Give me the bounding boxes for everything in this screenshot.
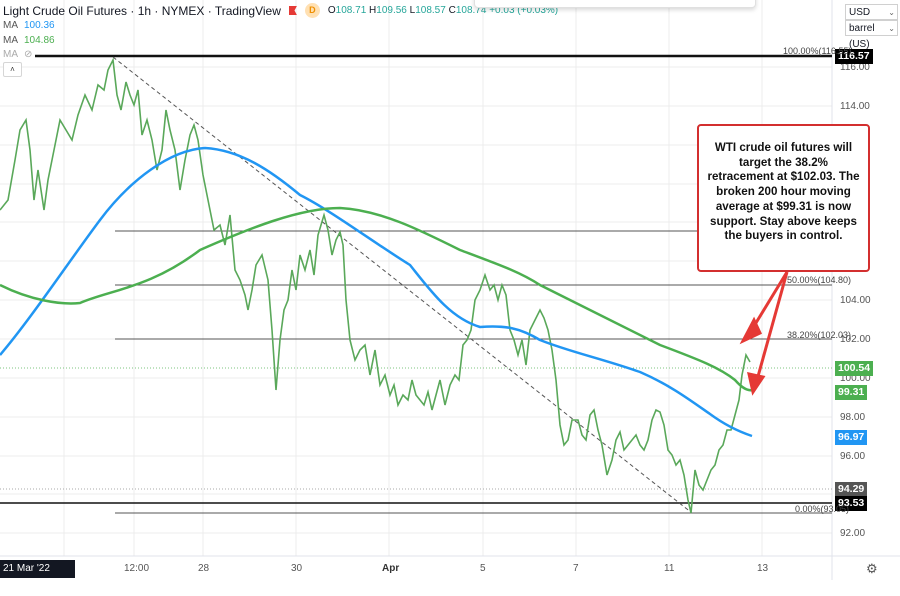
fib-label-50: 50.00%(104.80) <box>787 275 852 285</box>
fibonacci-levels[interactable] <box>0 54 832 514</box>
ma-200-line[interactable] <box>0 206 753 392</box>
price-tag-ma-200: 99.31 <box>835 385 868 400</box>
unit-select[interactable]: barrel (US) ⌄ <box>845 20 898 50</box>
price-tag-high: 116.57 <box>835 49 873 64</box>
grid-lines <box>0 0 832 556</box>
eye-crossed-icon[interactable]: ⊘ <box>24 49 33 60</box>
annotation-arrows <box>739 271 789 396</box>
price-label: 96.00 <box>840 451 866 462</box>
currency-select[interactable]: USD ⌄ <box>845 4 898 20</box>
time-cursor-label: 21 Mar '22 14:00 <box>0 560 75 592</box>
price-label: 92.00 <box>840 528 866 539</box>
gear-icon[interactable]: ⚙ <box>866 561 878 576</box>
trendline[interactable] <box>112 56 693 514</box>
fib-label-100: 100.00%(116.55) <box>783 46 852 56</box>
price-label: 104.00 <box>840 295 871 306</box>
price-chart[interactable] <box>0 0 900 580</box>
price-label: 114.00 <box>840 101 870 112</box>
candlesticks <box>0 57 751 514</box>
price-tag-ma-100: 96.97 <box>835 430 868 445</box>
price-label: 98.00 <box>840 412 866 423</box>
indicator-ma-200[interactable]: MA 104.86 <box>3 35 55 46</box>
collapse-legend-button[interactable]: ˄ <box>3 62 22 77</box>
price-label: 102.00 <box>840 334 871 345</box>
indicator-ma-100[interactable]: MA 100.36 <box>3 20 55 31</box>
symbol-title[interactable]: Light Crude Oil Futures · 1h · NYMEX · T… <box>3 3 281 18</box>
annotation-callout[interactable]: WTI crude oil futures will target the 38… <box>697 124 870 272</box>
time-label: 12:00 <box>124 563 150 574</box>
indicator-ma-hidden[interactable]: MA ⊘ <box>3 49 33 60</box>
price-tag-level: 94.29 <box>835 482 868 497</box>
price-label: 100.00 <box>840 373 871 384</box>
floating-toolbar-popup[interactable] <box>474 0 756 8</box>
chevron-up-icon: ˄ <box>10 65 15 74</box>
fib-label-38: 38.20%(102.03) <box>787 330 852 340</box>
time-label: Apr <box>382 563 400 574</box>
time-label: 13 <box>757 563 769 574</box>
ma-100-line[interactable] <box>0 146 753 438</box>
price-label: 116.00 <box>840 62 870 73</box>
fib-label-0: 0.00%(93.05) <box>795 504 850 514</box>
time-label: 5 <box>480 563 486 574</box>
chevron-down-icon: ⌄ <box>888 24 895 33</box>
price-tag-support: 93.53 <box>835 496 868 511</box>
chart-header: Light Crude Oil Futures · 1h · NYMEX · T… <box>3 3 558 18</box>
time-label: 11 <box>664 563 675 574</box>
delayed-data-icon[interactable]: D <box>304 3 320 18</box>
flag-icon[interactable] <box>288 6 297 15</box>
price-tag-last: 100.54 <box>835 361 874 376</box>
chevron-down-icon: ⌄ <box>888 8 895 17</box>
time-label: 30 <box>291 563 303 574</box>
time-label: 7 <box>573 563 579 574</box>
time-label: 28 <box>198 563 210 574</box>
ohlc-values: O108.71 H109.56 L108.57 C108.74 +0.03 (+… <box>327 5 559 16</box>
